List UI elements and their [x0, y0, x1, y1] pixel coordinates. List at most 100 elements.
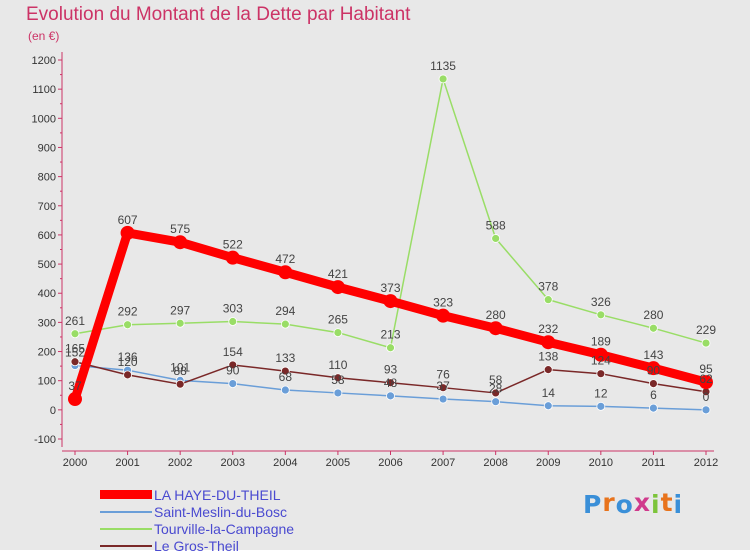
legend-swatch: [100, 544, 152, 547]
y-tick-label: 400: [38, 288, 56, 300]
legend-swatch: [100, 490, 152, 499]
data-label: 472: [275, 252, 295, 266]
y-tick-label: 300: [38, 317, 56, 329]
data-label: 93: [384, 363, 398, 377]
data-label: 280: [643, 308, 663, 322]
data-label: 607: [118, 213, 138, 227]
data-point: [649, 323, 658, 333]
data-point: [333, 388, 343, 398]
data-label: 373: [380, 281, 400, 295]
data-label: 62: [699, 372, 713, 386]
data-point: [330, 280, 345, 295]
data-point: [438, 74, 448, 84]
legend-item: LA HAYE-DU-THEIL: [100, 486, 294, 503]
data-point: [491, 397, 501, 407]
legend-label: Tourville-la-Campagne: [154, 520, 295, 537]
data-point: [541, 335, 556, 350]
logo-letter: P: [583, 490, 603, 519]
y-tick-label: 1200: [32, 55, 56, 67]
data-point: [438, 394, 448, 404]
data-point: [173, 235, 188, 250]
y-tick-label: 500: [38, 259, 56, 271]
data-point: [175, 318, 185, 328]
x-tick-label: 2001: [115, 457, 139, 469]
data-label: 58: [331, 373, 345, 387]
y-tick-label: 0: [50, 405, 56, 417]
data-label: 213: [380, 328, 400, 342]
logo-letter: r: [602, 488, 616, 517]
data-label: 165: [65, 342, 85, 356]
data-point: [649, 403, 658, 413]
data-label: 154: [223, 345, 243, 359]
x-tick-label: 2000: [63, 457, 87, 469]
data-point: [70, 357, 80, 367]
legend-item: Saint-Meslin-du-Bosc: [100, 503, 294, 520]
data-point: [228, 360, 238, 370]
data-point: [491, 388, 501, 398]
data-point: [701, 405, 711, 415]
data-label: 261: [65, 314, 85, 328]
y-tick-label: 700: [38, 201, 56, 213]
x-tick-label: 2008: [483, 457, 507, 469]
data-label: 292: [118, 305, 138, 319]
data-label: 6: [650, 388, 657, 402]
data-point: [228, 317, 238, 326]
logo-letter: o: [615, 490, 634, 519]
data-point: [280, 319, 290, 329]
x-tick-label: 2003: [221, 457, 245, 469]
y-tick-label: 200: [38, 347, 56, 359]
x-tick-label: 2007: [431, 457, 455, 469]
y-tick-label: 600: [38, 230, 56, 242]
logo-letter: x: [633, 488, 651, 517]
data-label: 58: [489, 373, 503, 387]
data-point: [543, 295, 553, 305]
data-label: 265: [328, 313, 348, 327]
data-label: 110: [328, 358, 347, 372]
x-tick-label: 2010: [589, 457, 613, 469]
data-label: 12: [594, 386, 608, 400]
data-label: 37: [68, 379, 82, 393]
data-label: 76: [436, 368, 450, 382]
y-tick-label: 800: [38, 172, 56, 184]
data-label: 152: [65, 346, 85, 360]
data-label: 133: [275, 351, 295, 365]
data-label: 297: [170, 303, 190, 317]
data-point: [123, 320, 132, 330]
data-point: [386, 378, 395, 388]
data-point: [278, 265, 293, 280]
data-label: 323: [433, 296, 453, 310]
data-point: [436, 308, 451, 323]
data-point: [333, 373, 343, 383]
chart-unit-label: (en €): [28, 29, 60, 43]
x-tick-label: 2006: [378, 457, 402, 469]
data-label: 37: [436, 379, 450, 393]
data-point: [438, 383, 448, 393]
data-point: [70, 329, 80, 339]
data-point: [699, 375, 713, 390]
data-label: 124: [591, 354, 611, 368]
data-label: 68: [279, 370, 293, 384]
y-tick-label: 1000: [32, 113, 56, 125]
data-label: 326: [591, 295, 611, 309]
x-tick-label: 2009: [536, 457, 560, 469]
data-point: [175, 379, 185, 389]
data-label: 90: [226, 364, 240, 378]
x-tick-label: 2002: [168, 457, 192, 469]
data-point: [488, 321, 503, 336]
data-point: [225, 250, 240, 265]
data-label: 229: [696, 323, 716, 337]
data-label: 14: [542, 386, 556, 400]
data-point: [68, 392, 82, 407]
data-label: 575: [170, 222, 190, 236]
data-point: [649, 379, 658, 389]
x-tick-label: 2004: [273, 457, 297, 469]
x-tick-label: 2005: [326, 457, 350, 469]
data-point: [543, 401, 553, 411]
data-label: 136: [118, 350, 138, 364]
data-point: [386, 343, 395, 353]
y-tick-label: -100: [34, 434, 56, 446]
data-label: 120: [118, 355, 138, 369]
legend-item: Tourville-la-Campagne: [100, 520, 294, 537]
